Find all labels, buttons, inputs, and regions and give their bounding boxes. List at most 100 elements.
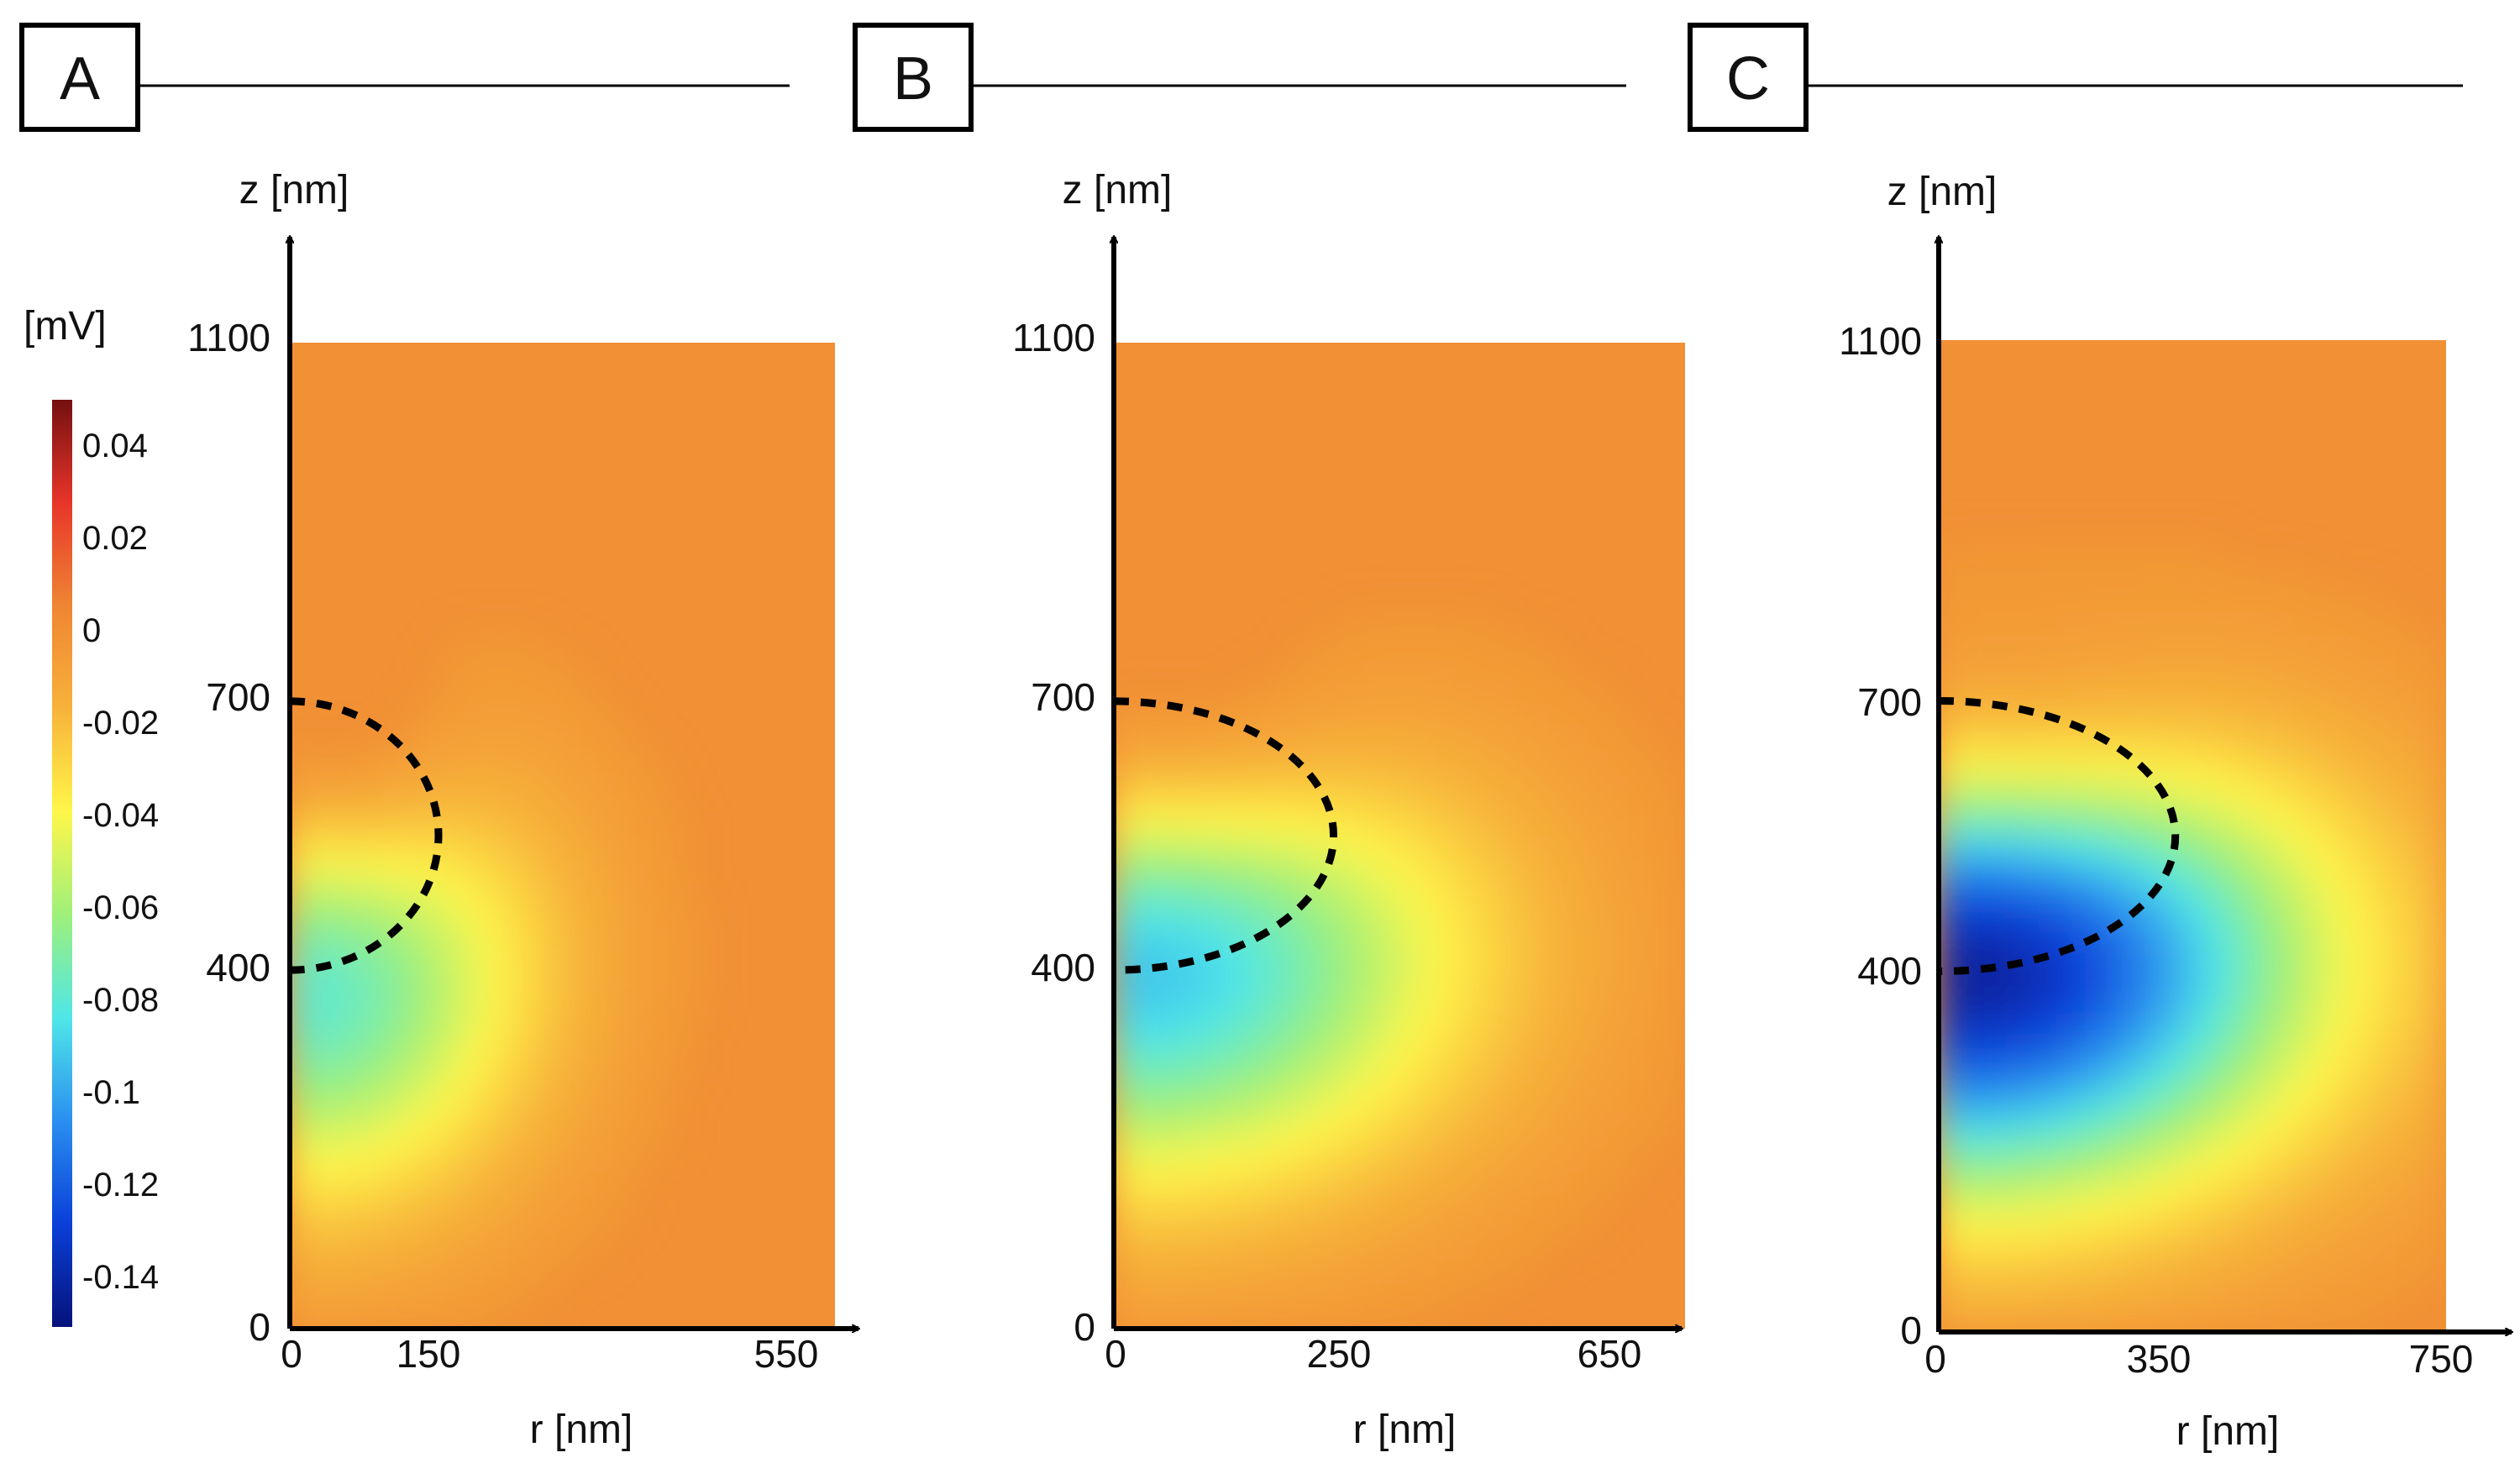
heatmap-cell	[2225, 1038, 2244, 1062]
heatmap-cell	[2259, 1015, 2278, 1041]
heatmap-cell	[1646, 812, 1667, 836]
heatmap-cell	[1971, 789, 1991, 815]
heatmap-cell	[2344, 745, 2363, 769]
heatmap-cell	[1646, 924, 1667, 949]
heatmap-cell	[580, 1171, 600, 1195]
heatmap-cell	[1114, 789, 1134, 815]
heatmap-cell	[2428, 1173, 2446, 1198]
heatmap-cell	[1436, 767, 1457, 792]
heatmap-cell	[2292, 587, 2312, 612]
heatmap-cell	[1360, 632, 1382, 658]
heatmap-cell	[2208, 925, 2228, 950]
heatmap-cell	[543, 1238, 564, 1262]
heatmap-cell	[1151, 1305, 1172, 1329]
heatmap-cell	[1379, 835, 1400, 859]
heatmap-cell	[1360, 745, 1382, 769]
heatmap-cell	[561, 991, 582, 1016]
heatmap-cell	[2073, 835, 2092, 860]
heatmap-cell	[2192, 745, 2211, 769]
heatmap-cell	[2107, 1128, 2126, 1153]
heatmap-cell	[1494, 835, 1515, 859]
heatmap-cell	[1627, 745, 1648, 769]
heatmap-cell	[452, 1260, 473, 1285]
heatmap-cell	[1570, 924, 1591, 949]
heatmap-cell	[2090, 925, 2109, 950]
heatmap-cell	[652, 1125, 673, 1151]
colorbar-tick: 0.04	[82, 427, 148, 464]
heatmap-cell	[525, 1171, 545, 1195]
colorbar-tick: -0.02	[82, 705, 159, 742]
heatmap-cell	[1531, 1058, 1553, 1083]
heatmap-cell	[2022, 903, 2041, 927]
heatmap-cell	[1588, 1036, 1610, 1061]
heatmap-cell	[325, 969, 345, 994]
heatmap-cell	[1513, 1238, 1534, 1262]
heatmap-cell	[1114, 1171, 1134, 1195]
heatmap-cell	[2276, 587, 2295, 612]
heatmap-cell	[2090, 970, 2109, 995]
heatmap-cell	[488, 946, 509, 972]
heatmap-cell	[2005, 632, 2024, 657]
heatmap-cell	[2344, 1083, 2363, 1108]
heatmap-cell	[2225, 700, 2244, 725]
heatmap-cell	[307, 1193, 328, 1218]
heatmap-cell	[1114, 1014, 1134, 1039]
heatmap-cell	[525, 1238, 545, 1262]
colorbar-tick: -0.08	[82, 982, 159, 1019]
heatmap-cell	[1531, 835, 1553, 859]
heatmap-cell	[380, 1058, 400, 1083]
heatmap-cell	[1189, 991, 1210, 1016]
heatmap-cell	[1114, 722, 1134, 747]
y-axis-label: z [nm]	[239, 168, 349, 212]
heatmap-cell	[2124, 1195, 2143, 1220]
heatmap-cell	[1551, 1036, 1572, 1061]
heatmap-cell	[2377, 1240, 2397, 1266]
heatmap-cell	[1588, 946, 1610, 972]
heatmap-cell	[2192, 654, 2211, 679]
heatmap-cell	[1114, 991, 1134, 1016]
heatmap-cell	[1513, 946, 1534, 972]
heatmap-cell	[2090, 587, 2109, 612]
heatmap-cell	[634, 857, 654, 882]
heatmap-cell	[1955, 1218, 1974, 1243]
heatmap-cell	[2208, 970, 2228, 995]
heatmap-cell	[1246, 1171, 1268, 1195]
heatmap-cell	[2394, 745, 2413, 769]
heatmap-cell	[652, 767, 673, 792]
heatmap-cell	[1379, 789, 1400, 815]
heatmap-cell	[1971, 767, 1991, 792]
heatmap-cell	[397, 1193, 418, 1218]
heatmap-cell	[470, 1081, 491, 1106]
heatmap-cell	[470, 1282, 491, 1308]
heatmap-cell	[343, 1125, 364, 1151]
colorbar-gradient	[52, 400, 72, 1327]
heatmap-cell	[1955, 947, 1974, 973]
heatmap-cell	[1341, 655, 1362, 680]
heatmap-cell	[1322, 745, 1343, 769]
heatmap-cell	[1189, 1305, 1210, 1329]
heatmap-cell	[325, 1014, 345, 1039]
heatmap-cell	[2411, 1015, 2430, 1041]
heatmap-cell	[2327, 947, 2346, 973]
heatmap-cell	[307, 1282, 328, 1308]
heatmap-cell	[1939, 1240, 1957, 1266]
heatmap-cell	[1988, 1083, 2008, 1108]
heatmap-cell	[2039, 1060, 2058, 1085]
heatmap-cell	[2360, 1083, 2380, 1108]
heatmap-cell	[397, 1058, 418, 1083]
heatmap-cell	[2428, 767, 2446, 792]
heatmap-cell	[1246, 857, 1268, 882]
heatmap-cell	[1303, 678, 1325, 702]
heatmap-cell	[543, 946, 564, 972]
heatmap-cell	[1436, 1036, 1457, 1061]
heatmap-cell	[397, 835, 418, 859]
heatmap-cell	[1170, 812, 1191, 836]
heatmap-cell	[1988, 564, 2008, 590]
heatmap-cell	[1322, 991, 1343, 1016]
heatmap-cell	[2242, 654, 2261, 679]
heatmap-cell	[2411, 1240, 2430, 1266]
heatmap-cell	[2073, 1060, 2092, 1085]
heatmap-cell	[397, 1282, 418, 1308]
heatmap-cell	[634, 991, 654, 1016]
heatmap-cell	[2225, 722, 2244, 747]
